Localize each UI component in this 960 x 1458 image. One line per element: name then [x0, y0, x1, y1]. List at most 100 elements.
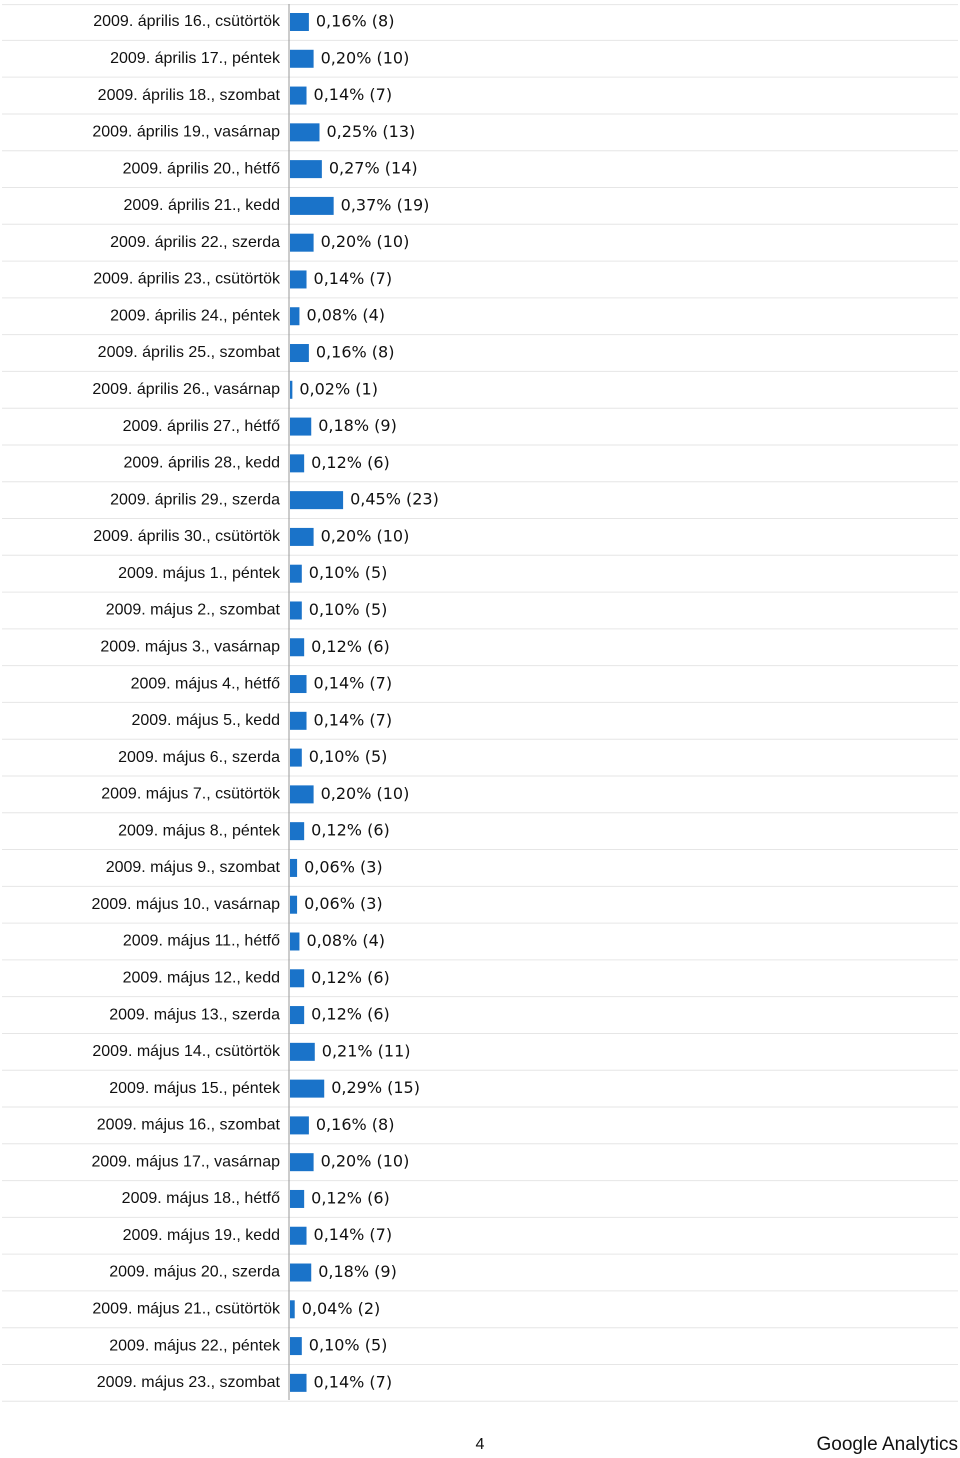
- category-label: 2009. április 21., kedd: [123, 197, 280, 214]
- category-label: 2009. május 16., szombat: [97, 1117, 281, 1134]
- bar: [290, 1153, 314, 1172]
- category-label: 2009. április 28., kedd: [123, 455, 280, 472]
- value-label: 0,14% (7): [314, 1372, 393, 1391]
- bar: [290, 344, 309, 363]
- value-label: 0,14% (7): [314, 710, 393, 729]
- value-label: 0,20% (10): [321, 526, 410, 545]
- bar: [290, 822, 305, 841]
- value-label: 0,27% (14): [329, 159, 418, 178]
- value-label: 0,12% (6): [311, 821, 390, 840]
- category-label: 2009. május 9., szombat: [106, 859, 281, 876]
- value-label: 0,18% (9): [318, 416, 397, 435]
- category-label: 2009. április 24., péntek: [110, 307, 281, 324]
- value-label: 0,20% (10): [321, 48, 410, 67]
- bar: [290, 1116, 309, 1135]
- bar: [290, 895, 298, 914]
- value-label: 0,16% (8): [316, 343, 395, 362]
- bar: [290, 270, 307, 289]
- value-label: 0,25% (13): [327, 122, 416, 141]
- value-label: 0,45% (23): [350, 490, 439, 509]
- value-label: 0,18% (9): [318, 1262, 397, 1281]
- category-label: 2009. május 4., hétfő: [131, 675, 281, 692]
- value-label: 0,12% (6): [311, 453, 390, 472]
- bar: [290, 601, 302, 620]
- bar: [290, 638, 305, 657]
- category-label: 2009. április 19., vasárnap: [92, 124, 280, 141]
- bar: [290, 858, 298, 877]
- bar: [290, 1337, 302, 1356]
- bar: [290, 748, 302, 767]
- bar: [290, 1189, 305, 1208]
- value-label: 0,16% (8): [316, 1115, 395, 1134]
- value-label: 0,37% (19): [341, 195, 430, 214]
- value-label: 0,16% (8): [316, 12, 395, 31]
- category-label: 2009. május 20., szerda: [109, 1264, 280, 1281]
- category-label: 2009. április 29., szerda: [110, 491, 280, 508]
- bar: [290, 160, 322, 179]
- bar: [290, 13, 309, 31]
- value-label: 0,12% (6): [311, 1188, 390, 1207]
- value-label: 0,21% (11): [322, 1041, 411, 1060]
- value-label: 0,14% (7): [314, 269, 393, 288]
- value-label: 0,14% (7): [314, 1225, 393, 1244]
- category-label: 2009. május 11., hétfő: [123, 933, 280, 950]
- value-label: 0,02% (1): [299, 379, 378, 398]
- value-label: 0,10% (5): [309, 563, 388, 582]
- bar: [290, 1226, 307, 1245]
- bar: [290, 1373, 307, 1392]
- bar: [290, 307, 300, 326]
- value-label: 0,08% (4): [306, 306, 385, 325]
- category-label: 2009. április 20., hétfő: [123, 160, 281, 177]
- category-label: 2009. május 23., szombat: [97, 1374, 281, 1391]
- bar: [290, 1263, 312, 1282]
- value-label: 0,10% (5): [309, 747, 388, 766]
- category-label: 2009. május 1., péntek: [118, 565, 281, 582]
- category-label: 2009. május 14., csütörtök: [92, 1043, 281, 1060]
- category-label: 2009. május 7., csütörtök: [101, 786, 281, 803]
- value-label: 0,06% (3): [304, 857, 383, 876]
- value-label: 0,04% (2): [302, 1299, 381, 1318]
- category-label: 2009. május 10., vasárnap: [91, 896, 280, 913]
- bar: [290, 785, 314, 804]
- bar: [290, 1042, 315, 1061]
- bar: [290, 711, 307, 730]
- value-label: 0,08% (4): [306, 931, 385, 950]
- category-label: 2009. május 22., péntek: [109, 1337, 281, 1354]
- category-label: 2009. május 5., kedd: [131, 712, 280, 729]
- category-label: 2009. május 21., csütörtök: [92, 1301, 281, 1318]
- bar: [290, 1300, 295, 1319]
- value-label: 0,10% (5): [309, 600, 388, 619]
- bar: [290, 675, 307, 694]
- category-label: 2009. május 3., vasárnap: [100, 638, 280, 655]
- value-label: 0,20% (10): [321, 1152, 410, 1171]
- value-label: 0,12% (6): [311, 968, 390, 987]
- bar: [290, 564, 302, 583]
- category-label: 2009. április 18., szombat: [98, 87, 281, 104]
- category-label: 2009. május 13., szerda: [109, 1006, 280, 1023]
- category-label: 2009. április 23., csütörtök: [93, 271, 281, 288]
- category-label: 2009. április 22., szerda: [110, 234, 280, 251]
- category-label: 2009. április 30., csütörtök: [93, 528, 281, 545]
- category-label: 2009. május 15., péntek: [109, 1080, 281, 1097]
- value-label: 0,12% (6): [311, 1005, 390, 1024]
- bar: [290, 380, 293, 399]
- category-label: 2009. április 27., hétfő: [123, 418, 281, 435]
- value-label: 0,14% (7): [314, 85, 393, 104]
- bar: [290, 49, 314, 68]
- bar: [290, 86, 307, 105]
- bar: [290, 454, 305, 473]
- category-label: 2009. május 8., péntek: [118, 822, 281, 839]
- value-label: 0,20% (10): [321, 232, 410, 251]
- category-label: 2009. április 26., vasárnap: [92, 381, 280, 398]
- value-label: 0,12% (6): [311, 637, 390, 656]
- value-label: 0,14% (7): [314, 674, 393, 693]
- category-label: 2009. május 18., hétfő: [122, 1190, 280, 1207]
- bar: [290, 491, 344, 510]
- bar: [290, 1079, 325, 1098]
- bar: [290, 969, 305, 988]
- category-label: 2009. május 2., szombat: [106, 602, 281, 619]
- bar: [290, 932, 300, 951]
- category-label: 2009. április 25., szombat: [98, 344, 281, 361]
- category-label: 2009. május 12., kedd: [123, 969, 280, 986]
